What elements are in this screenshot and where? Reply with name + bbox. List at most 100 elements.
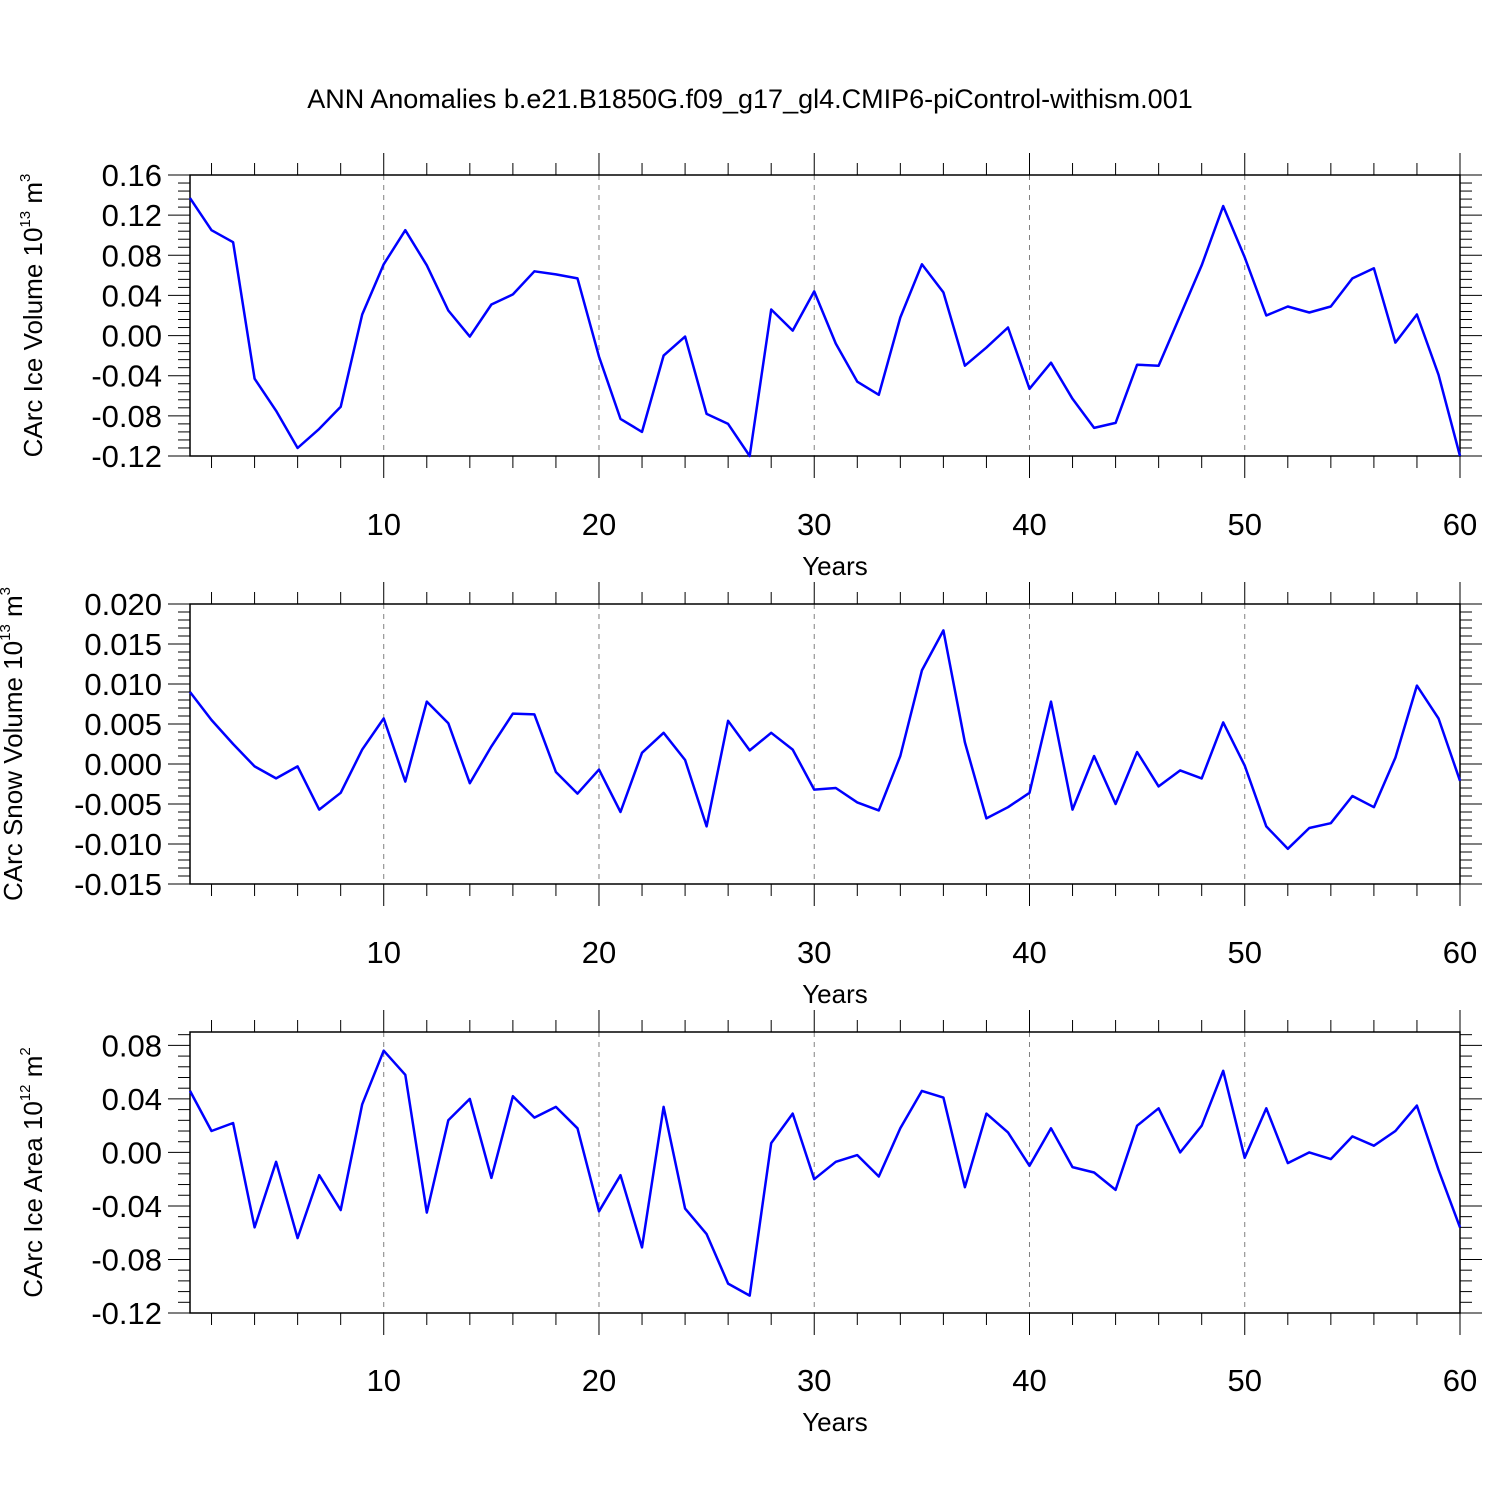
data-point [210,228,214,232]
y-axis-label: CArc Ice Volume 1013 m3 [17,174,48,458]
x-tick-label: 60 [1443,1363,1477,1398]
data-point [575,792,579,796]
data-point [941,290,945,294]
data-point [382,1049,386,1053]
data-point [1329,821,1333,825]
data-point [726,1282,730,1286]
data-point [662,731,666,735]
data-point [812,1177,816,1181]
data-point [705,1232,709,1236]
x-axis-label: Years [802,551,868,581]
data-point [1286,1161,1290,1165]
plot-frame [189,174,1461,457]
data-point [1307,1150,1311,1154]
data-point [274,776,278,780]
data-point [575,276,579,280]
data-point [446,721,450,725]
x-tick-label: 50 [1228,1363,1262,1398]
data-point [941,628,945,632]
data-point [1027,791,1031,795]
y-tick-label: -0.04 [91,359,162,394]
data-point [532,269,536,273]
data-point [1178,314,1182,318]
series-line [189,629,1462,851]
data-point [597,355,601,359]
data-point [253,764,257,768]
data-point [640,1245,644,1249]
snow-volume-panel: 0.020 0.015 0.010 0.005 0.000 -0.005 -0.010 -0.… [0,582,1482,1009]
data-point [1329,304,1333,308]
data-point [1307,826,1311,830]
data-point [726,719,730,723]
data-point [1114,802,1118,806]
data-point [1415,1104,1419,1108]
data-point [1243,1156,1247,1160]
y-tick-label: 0.005 [84,707,162,742]
data-point [231,1121,235,1125]
y-tick-label: 0.00 [102,319,162,354]
data-point [1221,204,1225,208]
data-point [339,791,343,795]
y-tick-label: 0.015 [84,627,162,662]
data-point [920,262,924,266]
data-point [920,668,924,672]
data-point [360,1102,364,1106]
data-point [791,1112,795,1116]
y-tick-label: 0.08 [102,238,162,273]
x-tick-label: 20 [582,507,616,542]
data-point [640,430,644,434]
data-point [360,312,364,316]
x-axis-label: Years [802,1407,868,1437]
data-point [1436,373,1440,377]
series-line [188,1049,1462,1297]
y-tick-label: -0.010 [74,827,162,862]
y-tick-label: 0.04 [102,278,162,313]
data-point [877,808,881,812]
data-point [489,302,493,306]
data-point [1114,1188,1118,1192]
x-tick-label: 10 [366,935,400,970]
y-tick-label: 0.04 [102,1082,162,1117]
data-point [1458,1225,1462,1229]
data-point [1264,1106,1268,1110]
data-point [855,1153,859,1157]
x-tick-label: 60 [1443,507,1477,542]
x-tick-label: 40 [1012,1363,1046,1398]
data-point [941,1096,945,1100]
data-point [1071,1165,1075,1169]
data-point [1049,361,1053,365]
data-point [984,816,988,820]
data-point [532,1116,536,1120]
data-point [1372,266,1376,270]
y-tick-label: 0.010 [84,667,162,702]
x-axis-label: Years [802,979,868,1009]
data-point [597,768,601,772]
data-point [317,808,321,812]
data-point [468,335,472,339]
x-tick-label: 30 [797,1363,831,1398]
data-point [339,405,343,409]
data-point [554,770,558,774]
data-point [1049,700,1053,704]
data-point [1350,1134,1354,1138]
data-point [769,731,773,735]
data-point [1006,805,1010,809]
data-point [1157,784,1161,788]
x-tick-label: 60 [1443,935,1477,970]
data-point [296,1236,300,1240]
data-point [855,380,859,384]
data-point [403,780,407,784]
y-tick-label: 0.16 [102,158,162,193]
data-point [1071,397,1075,401]
data-point [834,342,838,346]
data-point [1006,1130,1010,1134]
y-tick-label: -0.015 [74,867,162,902]
y-tick-label: -0.12 [91,439,162,474]
data-point [1178,1150,1182,1154]
data-point [791,329,795,333]
data-point [1329,1157,1333,1161]
data-point [1221,720,1225,724]
data-point [188,196,192,200]
data-point [769,307,773,311]
